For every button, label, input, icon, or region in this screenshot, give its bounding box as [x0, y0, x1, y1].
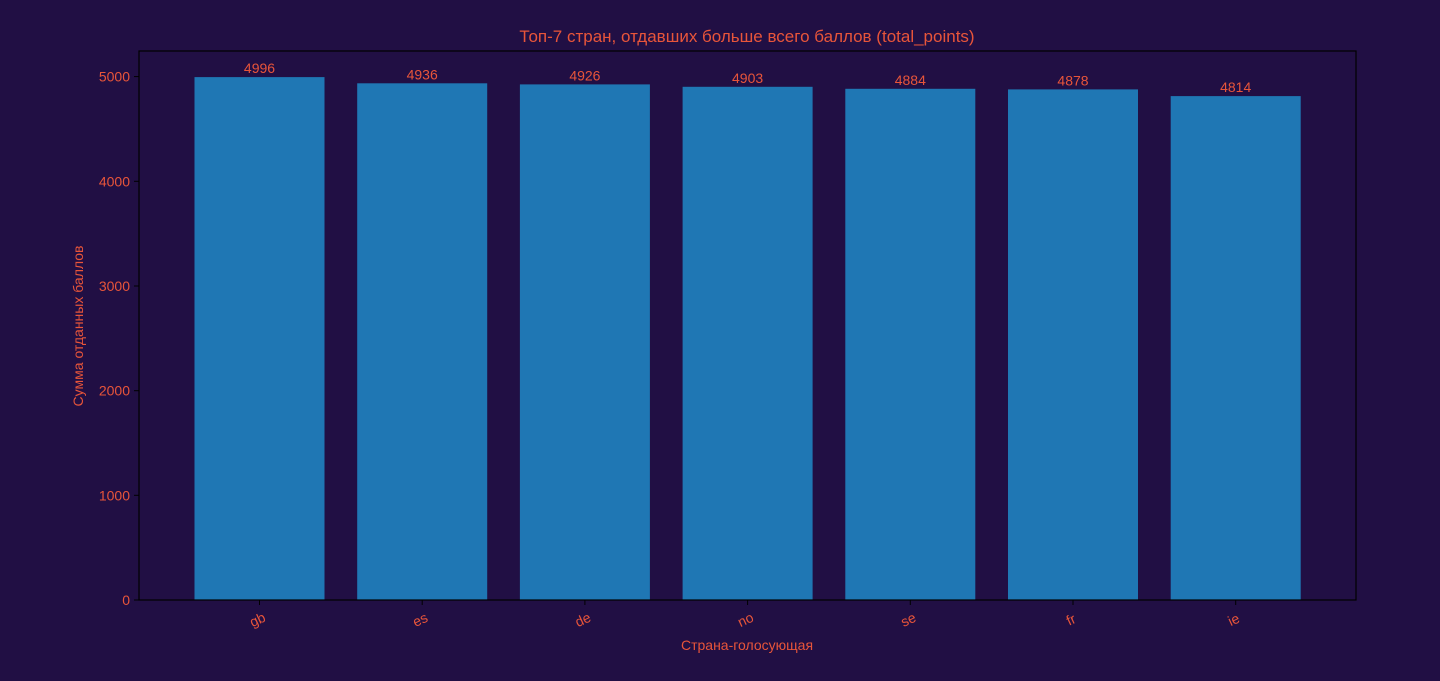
y-tick-label-1000: 1000: [99, 487, 130, 503]
y-tick-label-0: 0: [122, 592, 130, 608]
y-axis-label: Сумма отданных баллов: [70, 246, 86, 407]
bar-de: [519, 84, 650, 600]
bars-layer: [194, 77, 1301, 601]
y-tick-label-4000: 4000: [99, 173, 130, 189]
bar-ie: [1170, 96, 1301, 600]
bar-gb: [194, 77, 325, 601]
x-axis-label: Страна-голосующая: [681, 637, 813, 653]
data-label-no: 4903: [732, 70, 763, 86]
x-tick-label-no: no: [735, 609, 756, 630]
y-tick-label-3000: 3000: [99, 278, 130, 294]
data-labels-layer: 4996 4936 4926 4903 4884 4878 4814: [244, 60, 1252, 95]
data-label-de: 4926: [569, 67, 600, 83]
data-label-ie: 4814: [1220, 79, 1251, 95]
y-axis: 0 1000 2000 3000 4000 5000: [99, 69, 139, 608]
bar-es: [357, 83, 488, 601]
bar-no: [682, 86, 813, 601]
data-label-se: 4884: [895, 72, 926, 88]
y-tick-label-5000: 5000: [99, 69, 130, 85]
x-tick-label-de: de: [572, 609, 593, 630]
x-tick-label-es: es: [410, 609, 430, 630]
x-tick-label-se: se: [898, 609, 918, 630]
bar-se: [845, 88, 976, 601]
bar-fr: [1008, 89, 1138, 601]
data-label-gb: 4996: [244, 60, 275, 76]
y-tick-label-2000: 2000: [99, 383, 130, 399]
data-label-es: 4936: [407, 66, 438, 82]
chart-title: Топ-7 стран, отдавших больше всего балло…: [519, 27, 974, 46]
x-tick-label-gb: gb: [247, 609, 268, 630]
data-label-fr: 4878: [1057, 72, 1088, 88]
